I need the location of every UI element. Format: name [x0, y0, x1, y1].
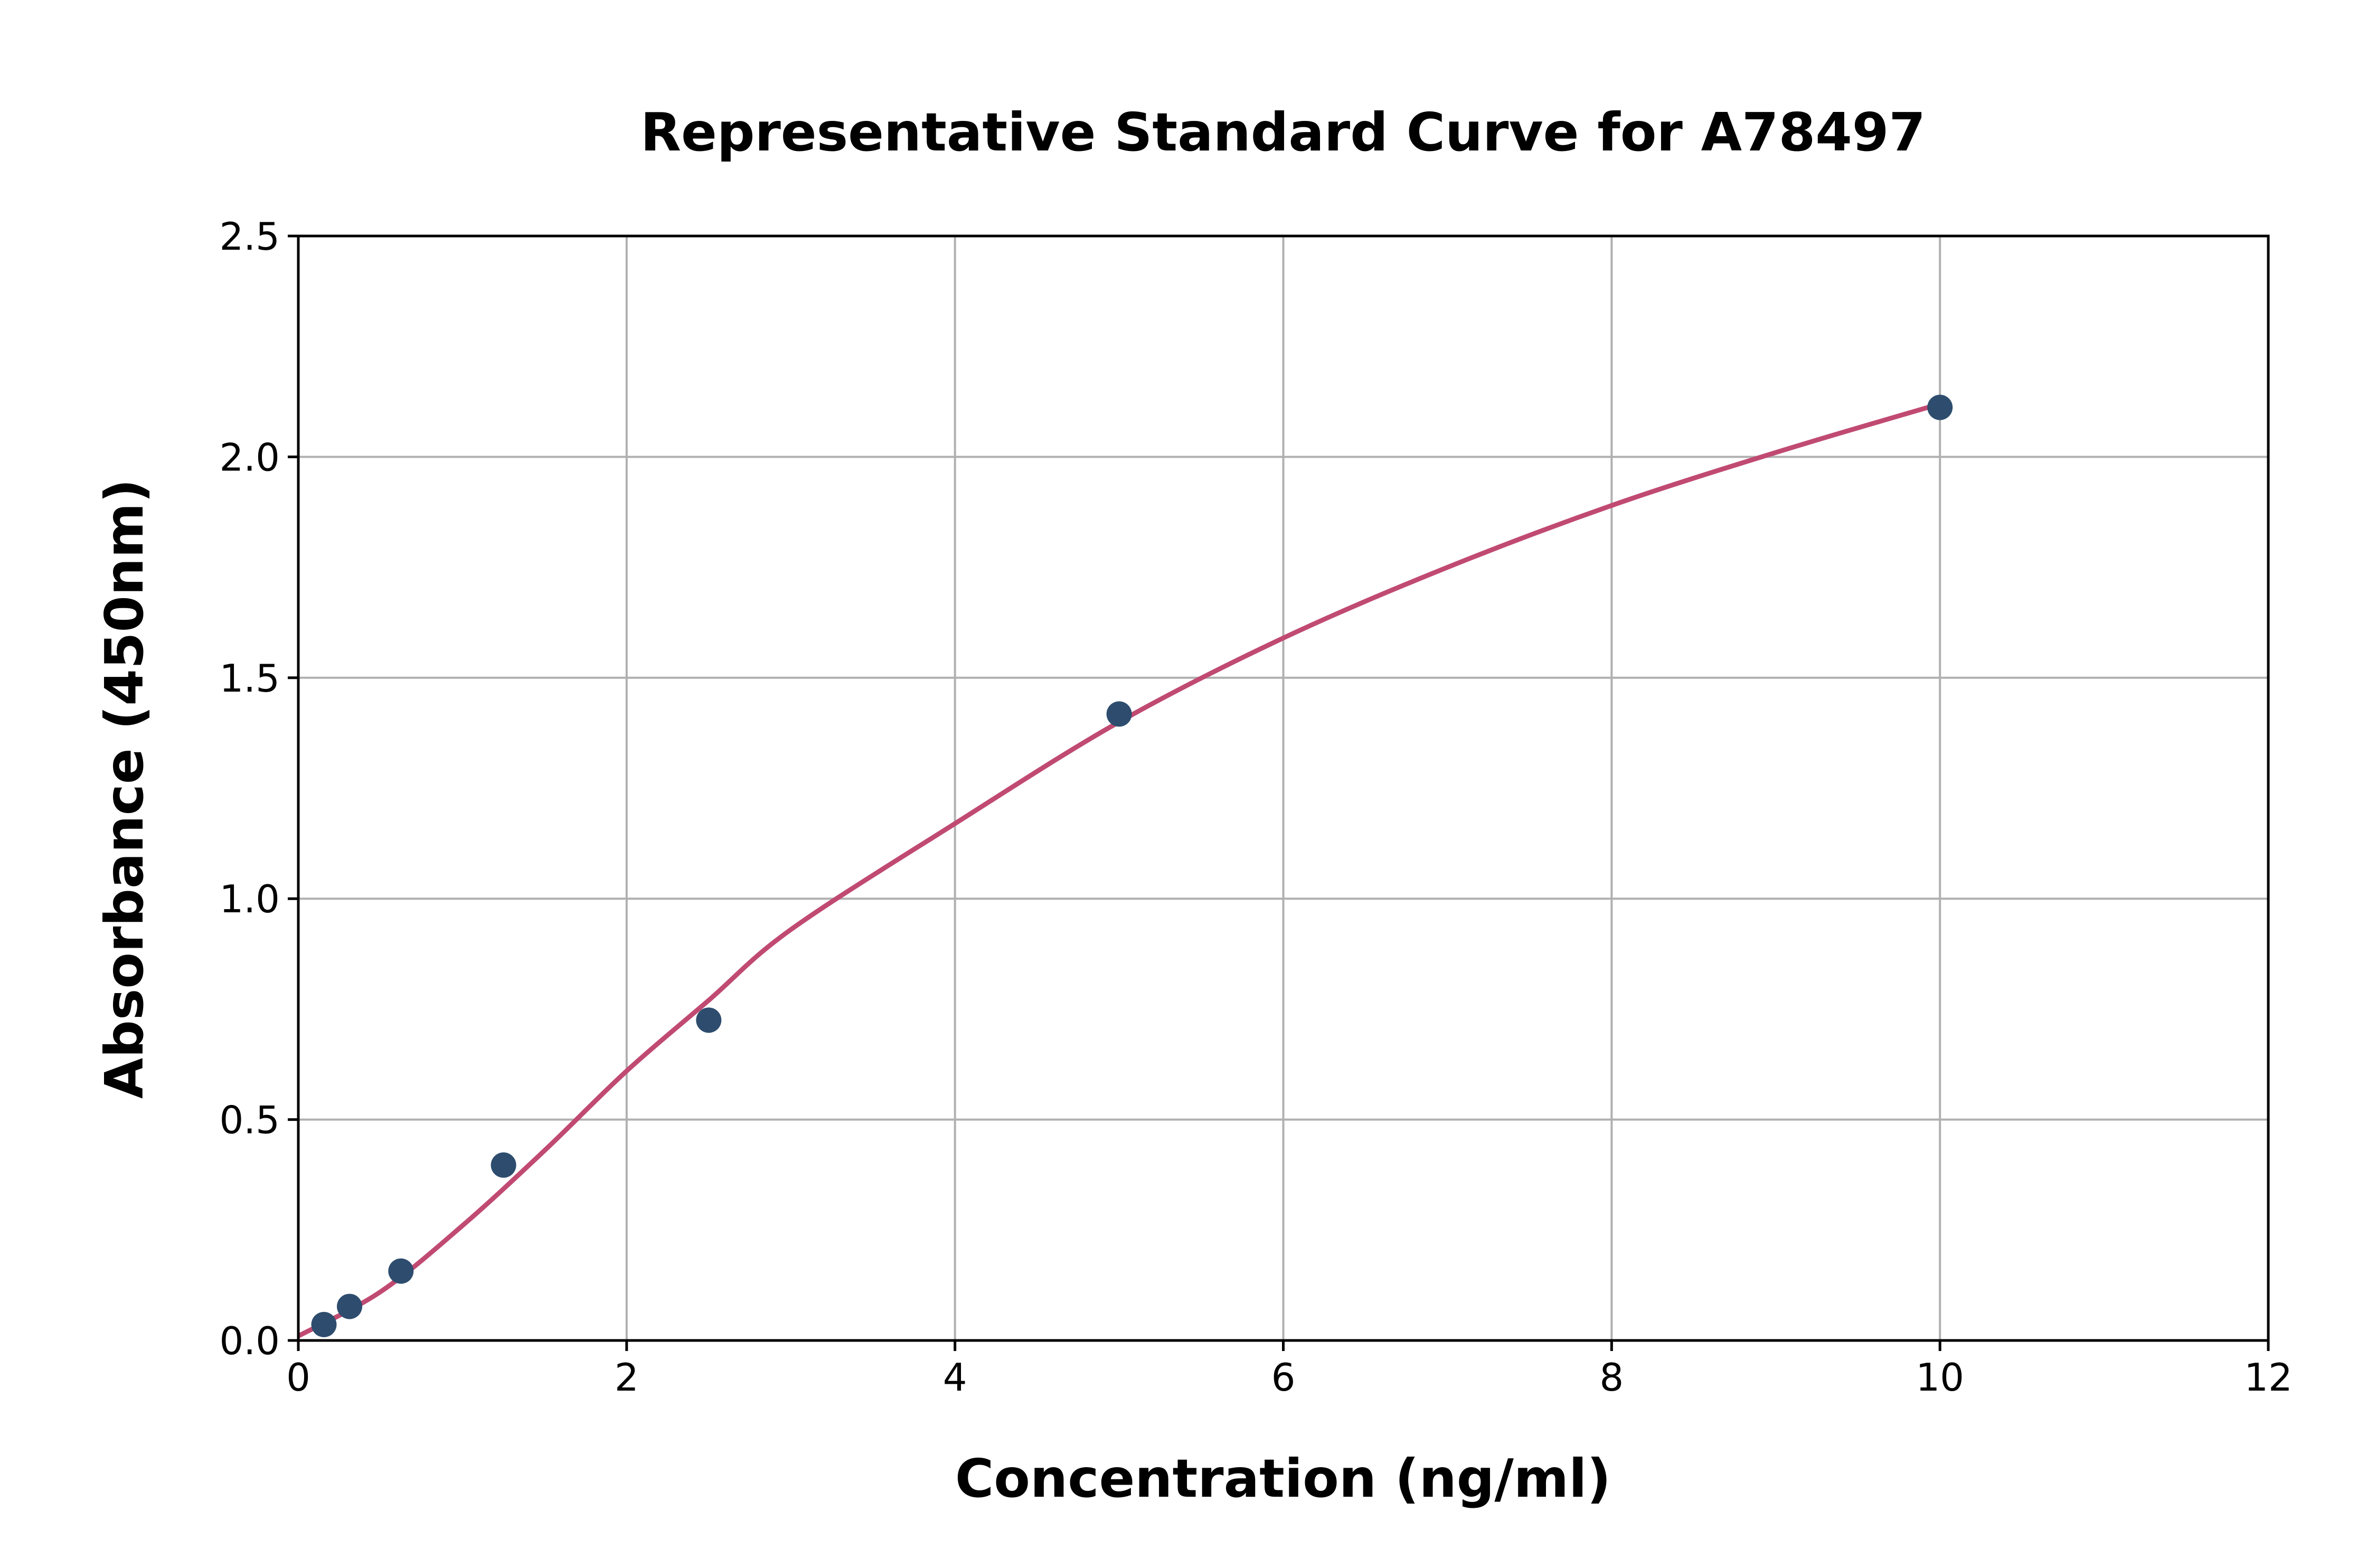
- y-tick-label: 2.5: [219, 214, 280, 259]
- data-point: [1927, 394, 1953, 420]
- x-axis-label: Concentration (ng/ml): [955, 1448, 1611, 1509]
- data-point: [491, 1152, 516, 1178]
- y-tick-label: 1.0: [219, 877, 280, 921]
- y-tick-label: 1.5: [219, 656, 280, 701]
- fit-curve-line: [297, 401, 1941, 1338]
- y-tick-label: 0.5: [219, 1098, 280, 1142]
- chart-title: Representative Standard Curve for A78497: [640, 101, 1926, 163]
- data-points-layer: [311, 394, 1953, 1337]
- fit-curve-layer: [297, 401, 1941, 1338]
- grid: [297, 235, 2269, 1342]
- x-tick-label: 12: [2244, 1355, 2293, 1400]
- y-tick-label: 0.0: [219, 1319, 280, 1363]
- data-point: [696, 1007, 722, 1033]
- x-tick-label: 6: [1271, 1355, 1296, 1400]
- y-axis-label: Absorbance (450nm): [93, 479, 155, 1099]
- x-tick-label: 2: [615, 1355, 639, 1400]
- x-tick-label: 8: [1599, 1355, 1624, 1400]
- x-tick-label: 10: [1916, 1355, 1964, 1400]
- data-point: [1106, 701, 1132, 727]
- y-tick-label: 2.0: [219, 435, 280, 479]
- ticks: 0 2 4 6 8 10 12 0.0 0.5 1.0 1.5 2.0 2.5: [219, 214, 2292, 1400]
- x-tick-label: 4: [943, 1355, 967, 1400]
- data-point: [311, 1311, 337, 1337]
- x-tick-label: 0: [286, 1355, 310, 1400]
- data-point: [388, 1258, 414, 1284]
- data-point: [337, 1293, 363, 1319]
